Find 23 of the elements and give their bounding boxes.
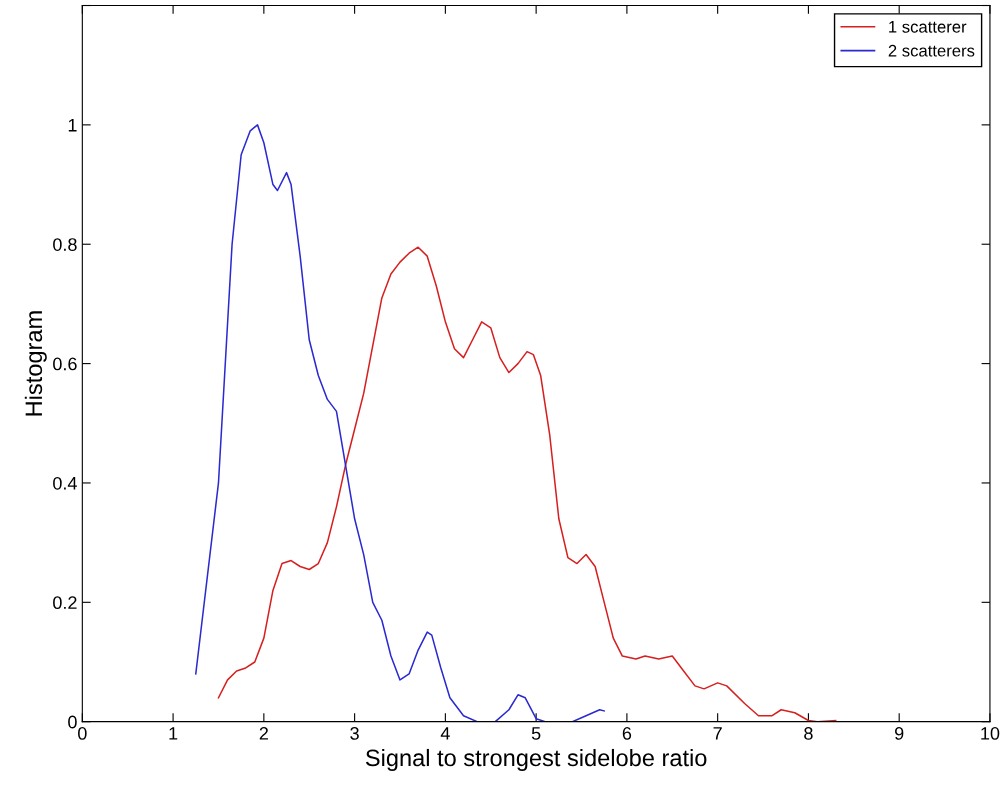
x-tick-label: 1	[169, 727, 178, 740]
y-tick-label: 1	[68, 118, 77, 132]
x-tick-label: 3	[350, 727, 359, 740]
x-tick-label: 6	[622, 727, 632, 740]
x-tick-label: 8	[804, 727, 813, 740]
x-tick-label: 9	[895, 727, 904, 740]
y-axis-title: Histogram	[24, 311, 47, 416]
y-tick-label: 0.2	[53, 596, 77, 610]
y-tick-label: 0.6	[53, 357, 77, 371]
x-tick-label: 5	[531, 727, 541, 740]
line-series	[195, 124, 605, 722]
x-tick-label: 10	[981, 727, 1000, 740]
x-axis-title: Signal to strongest sidelobe ratio	[365, 748, 707, 771]
legend-label: 1 scatterer	[889, 21, 967, 33]
y-tick-label: 0.4	[53, 476, 77, 490]
x-tick-label: 4	[440, 727, 450, 740]
legend-label: 2 scatterers	[888, 44, 975, 57]
y-tick-label: 0.8	[53, 238, 77, 251]
y-tick-label: 0	[68, 715, 77, 729]
line-series	[217, 246, 837, 722]
x-tick-label: 2	[259, 727, 268, 740]
x-tick-label: 0	[78, 727, 87, 740]
x-tick-label: 7	[713, 727, 722, 740]
